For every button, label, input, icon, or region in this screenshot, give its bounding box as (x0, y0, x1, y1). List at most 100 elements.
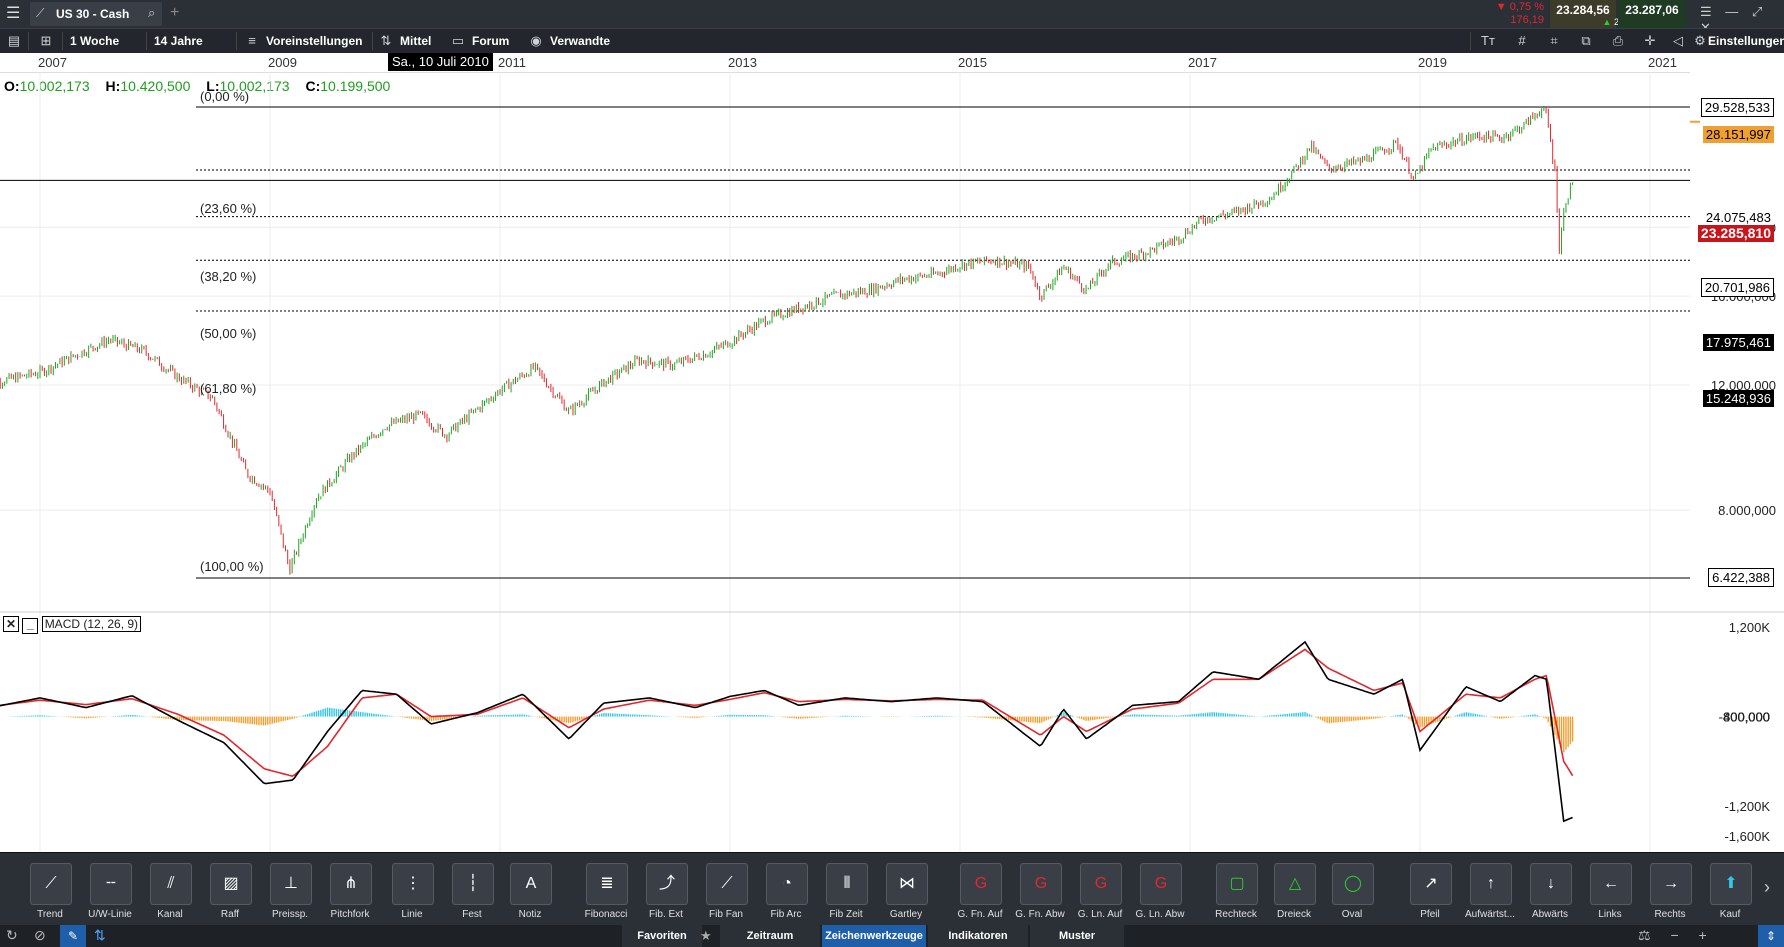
sort-icon[interactable]: ⇅ (94, 927, 106, 943)
search-icon[interactable]: ⌕ (148, 5, 156, 20)
tool-label: Pfeil (1420, 909, 1440, 920)
tool-fixed-line[interactable]: ┆ Fest (450, 863, 498, 925)
tool-trend-line[interactable]: ⟋ Trend (28, 863, 76, 925)
tool-arrow-left[interactable]: ← Links (1588, 863, 1636, 925)
pen-icon[interactable]: ✎ (60, 925, 86, 947)
tool-fib-arc[interactable]: ◔ Fib Arc (764, 863, 812, 925)
gann-fan-up-icon: G (960, 863, 1002, 905)
menu-icon[interactable]: ☰ (1700, 4, 1712, 19)
tool-rectangle[interactable]: ▢ Rechteck (1214, 863, 1262, 925)
interval-select[interactable]: 1 Woche (70, 34, 120, 48)
tool-fibonacci[interactable]: ≣ Fibonacci (584, 863, 632, 925)
tool-label: Rechteck (1215, 909, 1257, 920)
tool-label: G. Ln. Abw (1135, 909, 1185, 920)
layout-icon[interactable]: ⊞ (40, 33, 52, 48)
forum-icon: ▭ (451, 33, 465, 48)
statusbar-right-icons: ⚖ − + (1638, 927, 1723, 944)
tool-label: Gartley (889, 909, 923, 920)
window-icon[interactable]: ⧉ (1581, 33, 1591, 48)
tool-vertical-line[interactable]: ⋮ Linie (390, 863, 438, 925)
change-abs: 176,19 (1510, 14, 1544, 26)
minimize-icon[interactable]: — (1725, 4, 1739, 19)
crosshair-grid-icon[interactable]: ⌗ (1550, 33, 1558, 48)
support-line-icon: ╌ (90, 863, 132, 905)
related-button[interactable]: Verwandte (550, 34, 611, 48)
tool-triangle[interactable]: △ Dreieck (1272, 863, 1320, 925)
fit-icon[interactable]: ⇕ (1758, 925, 1784, 947)
star-icon[interactable]: ★ (700, 928, 712, 943)
settings-button[interactable]: Einstellungen (1708, 34, 1784, 48)
tool-arrow-up[interactable]: ↑ Aufwärtst... (1465, 863, 1516, 925)
list-icon[interactable]: ▤ (7, 33, 21, 48)
tab-drawing-tools[interactable]: Zeichenwerkzeuge (822, 925, 926, 947)
high-value: 10.420,500 (120, 78, 191, 94)
forum-button[interactable]: Forum (472, 34, 510, 48)
average-button[interactable]: Mittel (400, 34, 432, 48)
tool-gann-line-up[interactable]: G G. Ln. Auf (1078, 863, 1126, 925)
zoom-in-icon[interactable]: + (1698, 927, 1707, 943)
tool-label: Fib Zeit (829, 909, 863, 920)
tab-favorites[interactable]: Favoriten (622, 925, 702, 947)
tool-oval[interactable]: ◯ Oval (1330, 863, 1378, 925)
x-tick-label: 2017 (1188, 55, 1217, 70)
tool-fib-time[interactable]: ⦀ Fib Zeit (824, 863, 872, 925)
arrow-left-icon: ← (1590, 863, 1632, 905)
tool-gartley[interactable]: ⋈ Gartley (884, 863, 932, 925)
settings-icon[interactable]: ⚙ (1694, 33, 1706, 48)
macd-y-tick-label: -800,000 (1719, 710, 1770, 725)
refresh-icon[interactable]: ↻ (6, 927, 18, 943)
close-value: 10.199,500 (320, 78, 391, 94)
close-indicator-icon[interactable]: ✕ (3, 616, 19, 632)
presets-button[interactable]: Voreinstellungen (266, 34, 363, 48)
tool-label: Pitchfork (330, 909, 370, 920)
crosshair-icon[interactable]: ✛ (1644, 33, 1656, 48)
tab[interactable]: ⟋ US 30 - Cash ⌕ (30, 2, 162, 26)
tag-icon[interactable]: ◁ (1673, 33, 1683, 48)
save-icon[interactable]: ⎙ (1612, 33, 1624, 48)
window-controls: ☰ — ⤢ ✕ (1700, 4, 1784, 36)
tool-note[interactable]: A Notiz (508, 863, 556, 925)
tool-label: Dreieck (1277, 909, 1311, 920)
tool-label: G. Ln. Auf (1077, 909, 1123, 920)
tab-patterns[interactable]: Muster (1030, 925, 1124, 947)
tool-channel[interactable]: ⫽ Kanal (148, 863, 196, 925)
bid-button[interactable]: 23.284,56 (1550, 0, 1616, 28)
scroll-right-icon[interactable]: › (1764, 877, 1770, 897)
tool-arrow-down[interactable]: ↓ Abwärts (1528, 863, 1576, 925)
fib-label-0: (0,00 %) (200, 89, 250, 104)
tool-fib-ext[interactable]: ⤴ Fib. Ext (644, 863, 692, 925)
hamburger-icon[interactable]: ☰ (6, 5, 21, 22)
tool-raff[interactable]: ▨ Raff (208, 863, 256, 925)
tool-gann-line-down[interactable]: G G. Ln. Abw (1136, 863, 1186, 925)
grid-icon[interactable]: # (1518, 33, 1526, 48)
y-tick-label: 8.000,000 (1718, 503, 1776, 518)
tool-gann-fan-up[interactable]: G G. Fn. Auf (957, 863, 1006, 925)
low-label: L: (206, 78, 220, 94)
tool-fib-fan[interactable]: ⟋ Fib Fan (704, 863, 752, 925)
restore-icon[interactable]: ⤢ (1751, 4, 1763, 19)
tab-period[interactable]: Zeitraum (720, 925, 820, 947)
x-axis: 2007 2009 2011 2013 2015 2017 2019 2021 (0, 53, 1690, 73)
scale-icon[interactable]: ⚖ (1638, 927, 1651, 943)
tool-label: Fib Arc (770, 909, 802, 920)
minimize-indicator-icon[interactable]: _ (22, 618, 39, 634)
add-tab-icon[interactable]: + (170, 4, 180, 21)
block-icon[interactable]: ⊘ (34, 927, 46, 943)
tool-buy[interactable]: ⬆ Kauf (1708, 863, 1756, 925)
close-icon[interactable]: ✕ (1700, 20, 1711, 35)
range-select[interactable]: 14 Jahre (154, 34, 203, 48)
ask-button[interactable]: 23.287,06 (1618, 0, 1686, 28)
tool-arrow[interactable]: ↗ Pfeil (1408, 863, 1456, 925)
tool-arrow-right[interactable]: → Rechts (1648, 863, 1696, 925)
zoom-out-icon[interactable]: − (1670, 927, 1679, 943)
price-label-last: 28.151,997 (1702, 126, 1774, 143)
fib-arc-icon: ◔ (766, 863, 808, 905)
tab-indicators[interactable]: Indikatoren (928, 925, 1028, 947)
tool-price-range[interactable]: ⊥ Preissp. (268, 863, 316, 925)
price-chart[interactable]: 8.000,00012.000,00016.000,00020.000,0001… (0, 72, 1784, 852)
text-size-icon[interactable]: Tт (1481, 33, 1495, 48)
tool-gann-fan-down[interactable]: G G. Fn. Abw (1015, 863, 1066, 925)
tool-support-line[interactable]: ╌ U/W-Linie (88, 863, 136, 925)
tool-pitchfork[interactable]: ⋔ Pitchfork (328, 863, 376, 925)
tool-label: Fib. Ext (649, 909, 683, 920)
